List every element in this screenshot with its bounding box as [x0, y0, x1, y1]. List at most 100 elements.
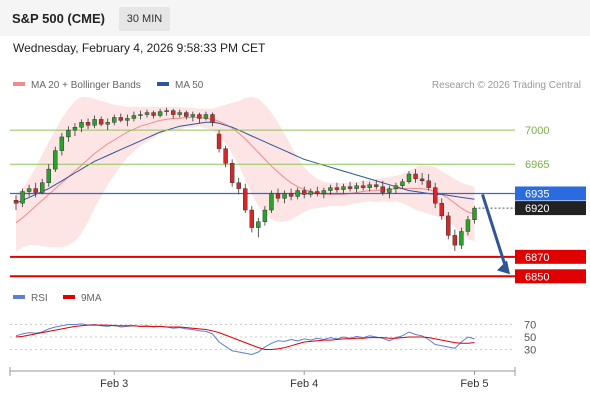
research-credit: Research © 2026 Trading Central — [431, 80, 581, 91]
rsi-tick-label: 30 — [524, 345, 536, 357]
candle-body — [400, 181, 405, 186]
candle-body — [164, 110, 169, 112]
candle-body — [177, 112, 182, 115]
candle-body — [360, 185, 366, 188]
legend-rsi-ma9-swatch — [63, 295, 75, 300]
candle-body — [157, 111, 163, 116]
candle-body — [433, 187, 438, 204]
candle-body — [321, 190, 327, 194]
level-label-6850: 6850 — [525, 271, 549, 283]
candle-body — [203, 114, 209, 119]
candle-body — [144, 112, 150, 115]
candle-body — [419, 178, 425, 182]
level-label-6870: 6870 — [525, 252, 549, 264]
candle-body — [46, 168, 51, 183]
candle-body — [53, 150, 58, 170]
rsi-line — [15, 323, 475, 356]
candle-body — [315, 191, 320, 194]
candle-body — [308, 191, 313, 195]
candle-body — [59, 136, 65, 151]
candle-body — [347, 186, 353, 189]
forecast-arrow-shaft — [481, 193, 508, 269]
timestamp: Wednesday, February 4, 2026 9:58:33 PM C… — [13, 41, 266, 55]
candle-body — [328, 187, 333, 191]
candle-body — [184, 112, 189, 117]
candle-body — [236, 182, 241, 189]
x-tick-label: Feb 5 — [460, 378, 488, 390]
candle-body — [302, 190, 307, 195]
legend-ma50-swatch — [157, 82, 169, 87]
candle-body — [105, 122, 110, 125]
legend-rsi-label: RSI — [31, 293, 48, 304]
candle-body — [92, 119, 97, 126]
candle-body — [85, 122, 91, 126]
candle-body — [387, 188, 392, 193]
last-price-tag — [515, 201, 586, 216]
level-tag-6850 — [515, 269, 586, 284]
rsi-tick-label: 70 — [524, 320, 536, 332]
candle-body — [170, 110, 176, 115]
candle-body — [72, 127, 78, 131]
candle-body — [131, 115, 137, 119]
candle-body — [243, 188, 248, 211]
candle-body — [269, 193, 274, 211]
legend-ma50-label: MA 50 — [175, 80, 204, 91]
candle-body — [406, 173, 412, 182]
instrument-title: S&P 500 (CME) — [12, 11, 105, 26]
level-label-6935: 6935 — [525, 188, 549, 200]
candle-body — [459, 231, 464, 246]
candle-body — [66, 129, 71, 138]
legend-rsi-swatch — [13, 295, 25, 300]
legend-bollinger-swatch — [13, 82, 25, 87]
candle-body — [216, 133, 222, 149]
level-label-7000: 7000 — [525, 125, 549, 137]
candle-body — [288, 193, 294, 197]
candle-body — [197, 114, 202, 119]
candle-body — [33, 188, 38, 193]
candle-body — [249, 209, 255, 228]
rsi-ma9-line — [15, 324, 475, 350]
x-tick-label: Feb 3 — [100, 378, 128, 390]
candle-body — [367, 184, 372, 188]
candle-body — [439, 203, 444, 217]
legend-rsi-ma9-label: 9MA — [81, 293, 102, 304]
bollinger-band — [16, 97, 475, 252]
candle-body — [374, 184, 379, 187]
legend-rsi-ma9: 9MA — [63, 293, 102, 304]
candle-body — [151, 112, 156, 116]
rsi-tick-label: 50 — [524, 332, 536, 344]
candle-body — [125, 118, 130, 121]
candle-body — [295, 190, 300, 197]
candle-body — [190, 114, 196, 117]
candle-body — [393, 185, 399, 189]
candle-body — [112, 117, 117, 123]
candle-body — [262, 209, 268, 222]
candle-body — [210, 114, 215, 123]
candle-body — [472, 207, 477, 220]
legend-bollinger: MA 20 + Bollinger Bands — [13, 80, 141, 91]
candle-body — [138, 114, 143, 116]
forecast-arrow-head — [497, 260, 510, 275]
timeframe-button[interactable]: 30 MIN — [119, 7, 170, 31]
candle-body — [465, 219, 471, 232]
candle-body — [98, 119, 104, 125]
header-bar — [0, 0, 590, 36]
level-tag-6935 — [515, 186, 586, 201]
candle-body — [13, 200, 19, 204]
candle-body — [452, 235, 458, 246]
x-tick-label: Feb 4 — [290, 378, 318, 390]
last-price-label: 6920 — [525, 203, 549, 215]
candle-body — [26, 188, 32, 192]
candle-body — [282, 193, 287, 199]
candle-body — [256, 221, 261, 228]
candle-body — [79, 122, 84, 128]
legend-rsi: RSI — [13, 293, 48, 304]
level-label-6965: 6965 — [525, 159, 549, 171]
candle-body — [229, 163, 235, 183]
candle-body — [426, 180, 431, 188]
legend-bollinger-label: MA 20 + Bollinger Bands — [31, 80, 141, 91]
candle-body — [223, 148, 228, 164]
candle-body — [334, 187, 340, 190]
candle-body — [354, 185, 359, 189]
